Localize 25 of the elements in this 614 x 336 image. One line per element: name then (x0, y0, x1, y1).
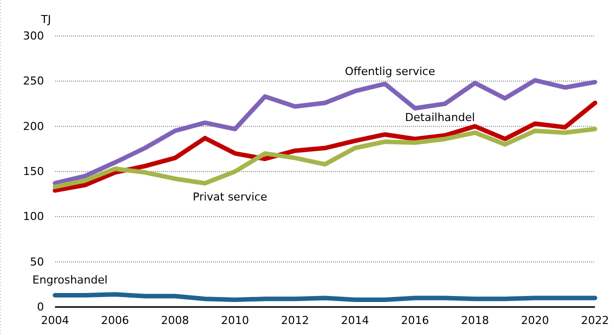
y-tick-label: 100 (23, 210, 44, 224)
series-label: Engroshandel (32, 273, 108, 286)
y-tick-label: 0 (37, 300, 44, 314)
x-tick-label: 2006 (101, 314, 129, 327)
y-tick-label: 300 (23, 30, 44, 43)
line-series (52, 78, 598, 186)
series-label: Privat service (192, 190, 268, 204)
x-tick-label: 2014 (341, 314, 369, 327)
x-tick-label: 2010 (221, 314, 249, 327)
y-tick-label: 250 (23, 74, 44, 88)
x-tick-label: 2018 (461, 314, 489, 327)
x-tick-label: 2020 (521, 314, 549, 327)
line-series (52, 100, 598, 193)
y-tick-label: 200 (23, 120, 44, 133)
x-tick-label: 2004 (41, 314, 69, 327)
y-tick-label: 150 (23, 165, 44, 178)
x-tick-label: 2022 (581, 314, 609, 327)
x-tick-label: 2012 (281, 314, 309, 327)
x-tick-label: 2008 (161, 314, 189, 327)
series-label: Offentlig service (344, 64, 436, 78)
y-axis-title: TJ (40, 13, 51, 26)
x-tick-label: 2016 (401, 314, 429, 327)
line-series (52, 126, 598, 190)
y-tick-label: 50 (30, 255, 44, 268)
series-label: Detailhandel (405, 110, 475, 124)
